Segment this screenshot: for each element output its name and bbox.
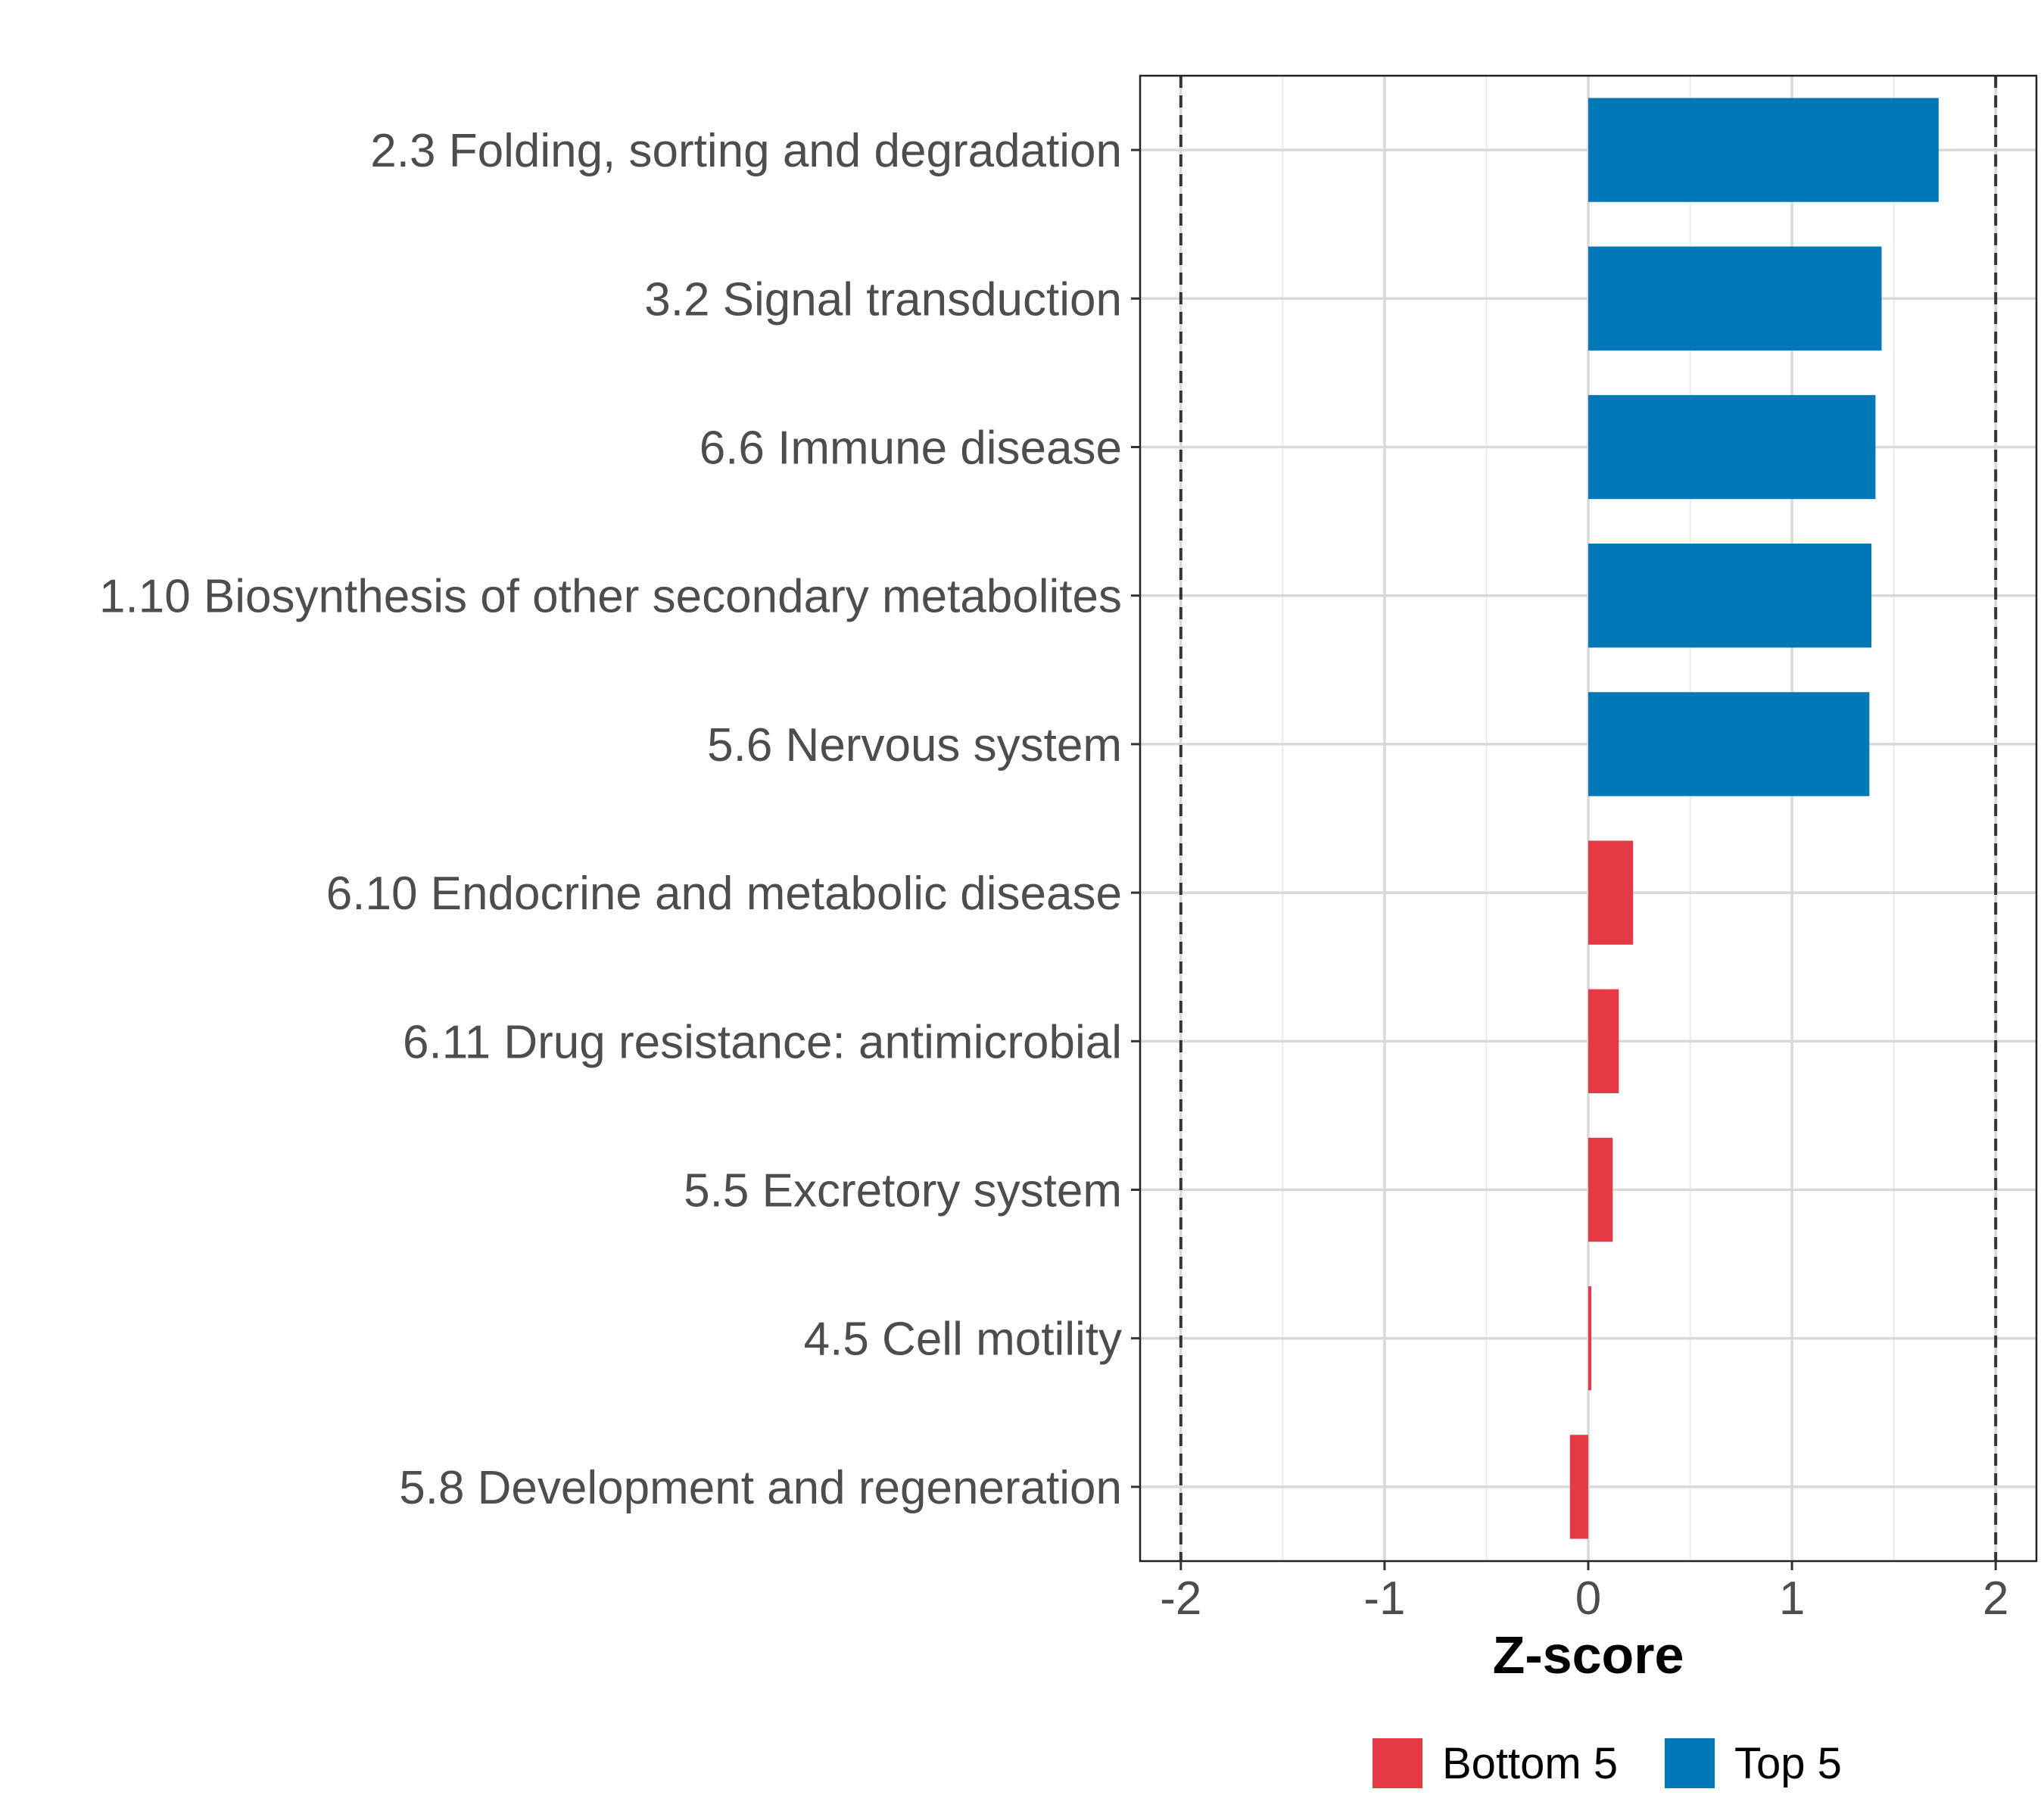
x-tick-label: 1 — [1779, 1572, 1805, 1625]
y-tick-label: 6.11 Drug resistance: antimicrobial — [403, 1016, 1122, 1068]
x-tick-label: 2 — [1983, 1572, 2008, 1625]
y-tick-label: 5.8 Development and regeneration — [399, 1462, 1122, 1514]
bar — [1588, 544, 1872, 648]
y-tick-label: 3.2 Signal transduction — [644, 273, 1122, 326]
reference-lines — [1179, 76, 1998, 1561]
y-tick-label: 4.5 Cell motility — [804, 1314, 1122, 1366]
x-tick-label: -1 — [1363, 1572, 1405, 1625]
x-axis-title: Z-score — [1493, 1625, 1684, 1685]
bars — [1569, 98, 1939, 1539]
x-tick-label: 0 — [1575, 1572, 1601, 1625]
y-tick-label: 5.6 Nervous system — [707, 719, 1122, 771]
bar — [1588, 394, 1876, 500]
bar — [1569, 1435, 1588, 1539]
legend: Bottom 5 Top 5 — [1373, 1738, 1842, 1788]
bar — [1588, 246, 1882, 351]
legend-label: Bottom 5 — [1442, 1739, 1618, 1788]
bar — [1588, 692, 1870, 796]
y-tick-label: 5.5 Excretory system — [684, 1165, 1122, 1217]
y-axis: 2.3 Folding, sorting and degradation 3.2 … — [99, 125, 1140, 1514]
y-tick-label: 6.10 Endocrine and metabolic disease — [326, 868, 1122, 920]
x-tick-label: -2 — [1160, 1572, 1201, 1625]
x-axis: -2 -1 0 1 2 — [1160, 1561, 2008, 1625]
y-tick-label: 6.6 Immune disease — [700, 422, 1122, 475]
bar — [1588, 989, 1619, 1093]
bar — [1588, 98, 1939, 202]
bar — [1588, 1286, 1592, 1391]
y-tick-label: 2.3 Folding, sorting and degradation — [370, 125, 1122, 177]
bar — [1588, 840, 1634, 945]
legend-swatch — [1665, 1738, 1715, 1788]
legend-label: Top 5 — [1734, 1739, 1842, 1788]
bar — [1588, 1137, 1613, 1242]
y-tick-label: 1.10 Biosynthesis of other secondary met… — [99, 571, 1122, 623]
legend-swatch — [1373, 1738, 1422, 1788]
